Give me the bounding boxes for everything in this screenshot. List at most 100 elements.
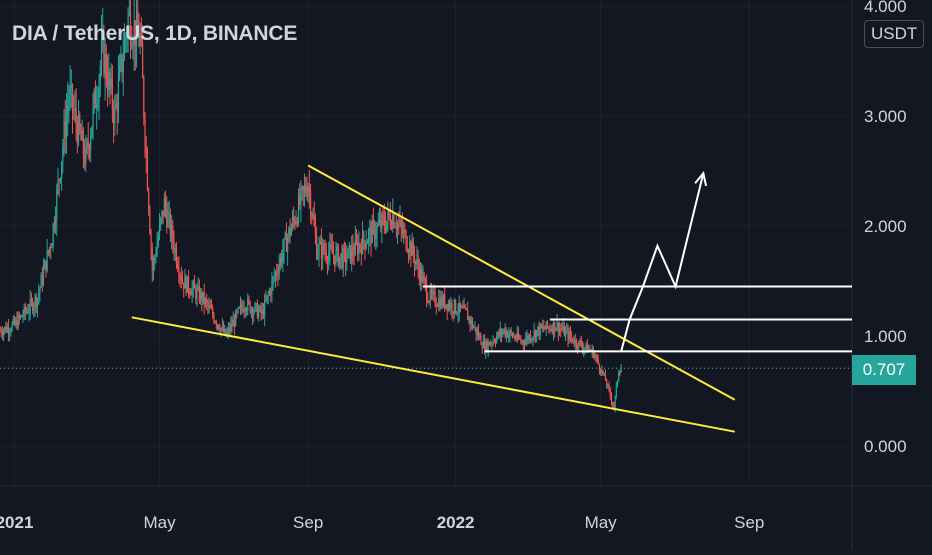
candle-body: [186, 276, 188, 293]
candle-body: [56, 189, 58, 220]
candle-body: [303, 186, 306, 191]
candle-body: [380, 219, 382, 229]
candle-body: [456, 312, 458, 314]
candle-body: [109, 71, 111, 87]
candle-body: [441, 296, 443, 306]
candle-body: [244, 308, 246, 312]
candle-body: [502, 331, 504, 335]
candle-body: [77, 114, 80, 143]
candle-body: [353, 254, 355, 255]
candle-body: [555, 328, 557, 332]
candle-body: [367, 231, 370, 242]
candle-body: [164, 198, 167, 210]
candle-body: [406, 248, 408, 252]
candle-body: [264, 300, 266, 317]
candle-body: [17, 315, 19, 328]
candle-body: [245, 310, 248, 312]
candle-body: [247, 298, 249, 311]
candle-body: [409, 242, 411, 253]
candle-body: [323, 243, 325, 252]
candle-body: [272, 277, 274, 281]
candle-body: [291, 217, 294, 228]
candle-body: [233, 320, 236, 327]
candle-body: [461, 306, 463, 308]
candle-body: [152, 259, 155, 271]
candle-body: [544, 328, 546, 330]
candle-body: [516, 332, 518, 340]
candle-body: [539, 324, 541, 335]
candle-body: [378, 219, 381, 224]
candle-body: [619, 371, 621, 373]
candle-body: [69, 87, 71, 98]
candle-body: [22, 316, 24, 318]
candle-body: [359, 244, 361, 247]
candle-body: [457, 312, 459, 314]
candle-body: [202, 292, 204, 302]
candle-body: [436, 305, 439, 307]
candle-body: [439, 298, 441, 309]
candle-body: [58, 179, 60, 181]
candle-body: [382, 214, 384, 217]
candle-body: [135, 9, 138, 46]
candle-body: [41, 275, 43, 284]
candle-body: [364, 241, 366, 249]
candle-body: [445, 304, 447, 308]
candle-body: [400, 220, 402, 227]
candle-body: [216, 324, 219, 326]
candle-body: [346, 258, 348, 263]
candle-body: [83, 154, 86, 164]
candle-body: [404, 230, 406, 231]
x-tick-label: 2022: [437, 513, 475, 532]
candle-body: [204, 299, 207, 305]
candle-body: [398, 223, 400, 225]
candle-body: [127, 13, 129, 35]
candle-body: [177, 263, 179, 269]
candle-body: [172, 225, 174, 242]
candle-body: [38, 293, 40, 299]
candle-body: [522, 341, 524, 344]
candle-body: [36, 298, 39, 307]
currency-badge[interactable]: USDT: [864, 20, 925, 48]
candle-body: [278, 264, 280, 275]
candle-body: [503, 329, 505, 332]
candle-body: [64, 120, 66, 139]
candle-body: [525, 339, 527, 345]
candle-body: [98, 79, 100, 101]
candle-body: [47, 250, 49, 253]
candle-body: [190, 293, 192, 296]
candle-body: [200, 291, 202, 301]
candle-body: [411, 242, 413, 257]
candle-body: [531, 338, 533, 341]
candle-body: [238, 307, 240, 309]
candle-body: [110, 78, 112, 87]
candle-body: [484, 340, 486, 353]
candle-body: [206, 299, 208, 303]
candle-body: [117, 79, 120, 112]
candle-body: [237, 307, 239, 313]
candle-body: [262, 310, 265, 317]
candle-body: [150, 233, 152, 249]
candle-body: [183, 282, 185, 289]
candle-body: [91, 126, 93, 138]
candle-body: [442, 295, 445, 306]
candle-body: [106, 79, 109, 91]
candle-body: [50, 247, 52, 249]
candle-body: [65, 114, 68, 139]
candle-body: [421, 268, 423, 283]
candle-body: [151, 248, 153, 271]
candle-body: [178, 268, 180, 276]
candle-body: [581, 346, 584, 351]
candle-body: [179, 275, 181, 277]
candle-body: [505, 331, 507, 336]
candle-body: [412, 242, 414, 256]
candle-body: [464, 305, 466, 309]
candle-body: [543, 326, 545, 329]
candle-body: [363, 232, 365, 242]
candle-body: [550, 328, 552, 330]
candle-body: [4, 326, 6, 331]
candle-body: [417, 259, 419, 269]
candle-body: [410, 242, 412, 257]
candle-body: [534, 330, 536, 339]
